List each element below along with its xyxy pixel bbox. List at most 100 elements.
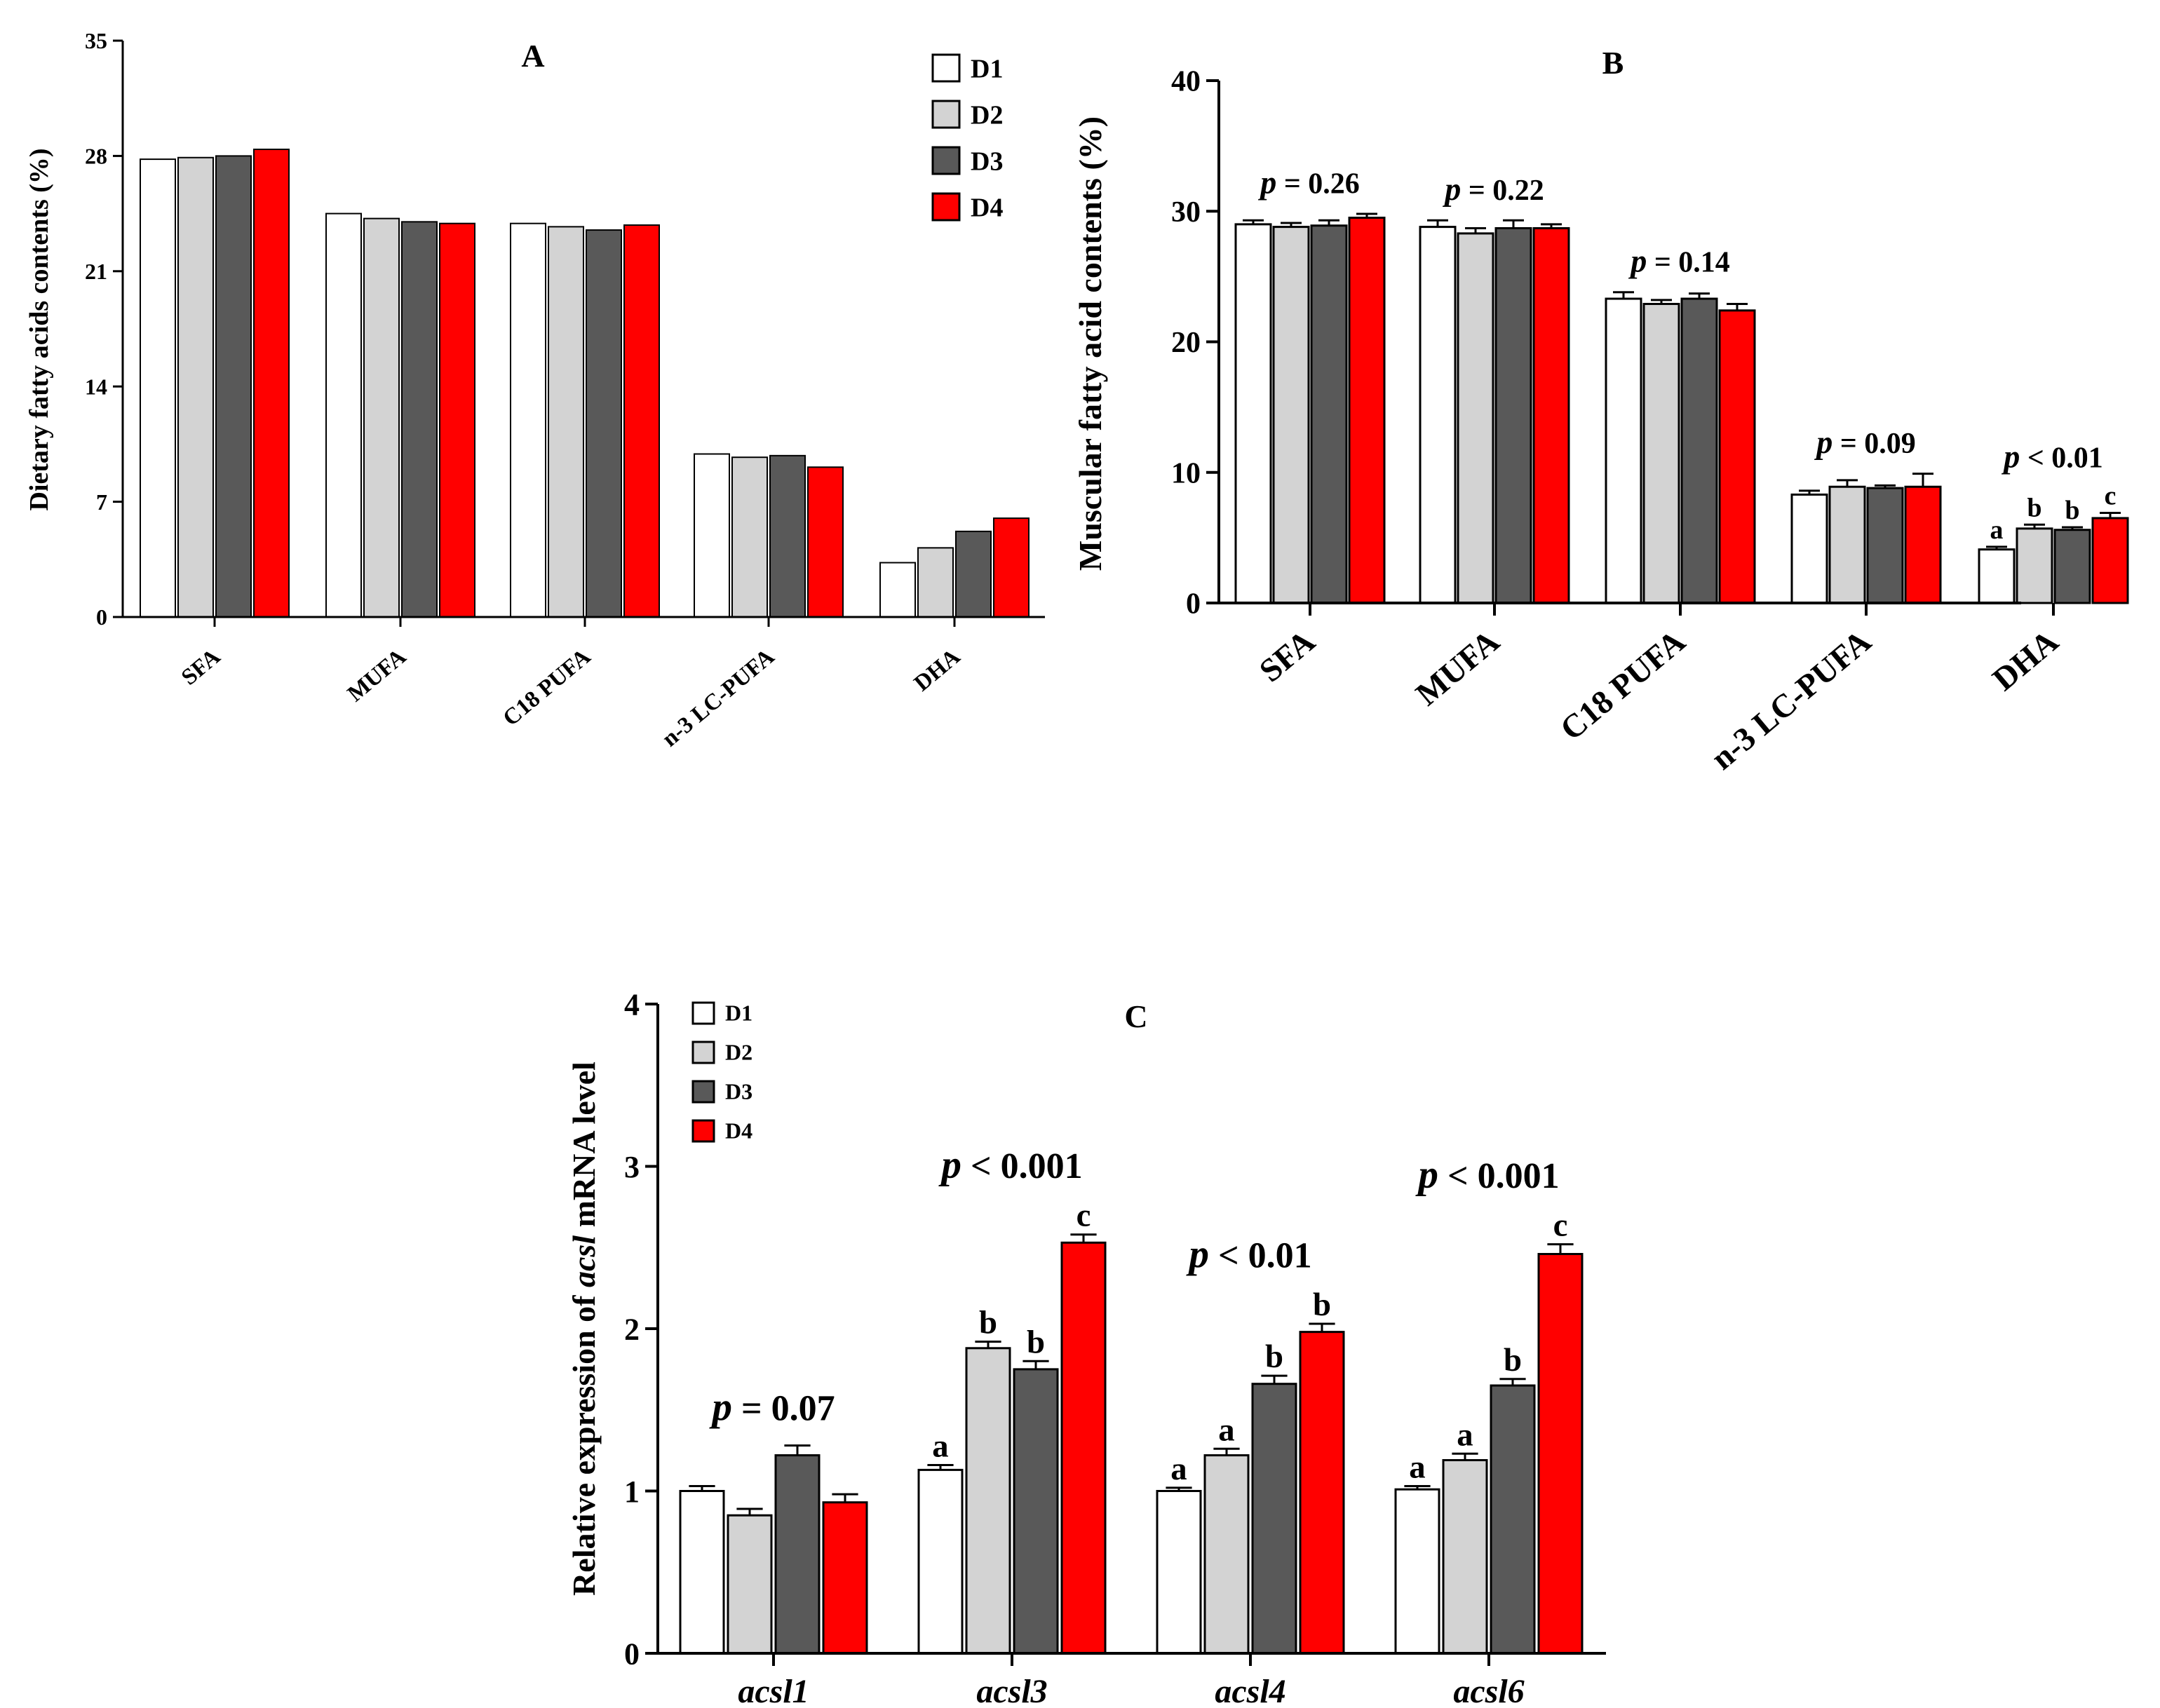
bar-mufa-d2: [363, 217, 400, 618]
bar-acsl4-d2: [1203, 1454, 1250, 1655]
bar-c18-pufa-d2: [548, 226, 584, 618]
error-bar-sfa-d4: [1356, 212, 1377, 218]
bar-acsl6-d1: [1394, 1488, 1440, 1655]
bar-acsl4-d3: [1251, 1383, 1297, 1655]
legend-label-d3: D3: [725, 1079, 752, 1104]
category-label-sfa: SFA: [1253, 623, 1322, 690]
error-bar-acsl1-d4: [832, 1493, 858, 1503]
error-bar-acsl3-d3: [1022, 1360, 1049, 1369]
y-tick-label: 7: [96, 489, 107, 515]
y-tick-label: 30: [1171, 196, 1201, 229]
bar-n-3-lc-pufa-d3: [1866, 487, 1904, 604]
bar-sfa-d2: [177, 156, 214, 618]
bar-n-3-lc-pufa-d2: [731, 456, 768, 618]
category-label-n-3-lc-pufa: n-3 LC-PUFA: [658, 644, 780, 752]
error-bar-n-3-lc-pufa-d2: [1837, 479, 1858, 487]
sig-letter-acsl6-d2: a: [1457, 1416, 1473, 1453]
error-bar-mufa-d4: [1541, 223, 1562, 229]
bar-dha-d4: [993, 517, 1030, 618]
legend-swatch-d4: [691, 1119, 715, 1143]
sig-letter-acsl4-d4: b: [1313, 1287, 1331, 1323]
legend-label-d1: D1: [971, 54, 1003, 83]
sig-letter-acsl3-d1: a: [932, 1428, 948, 1464]
sig-letter-acsl6-d3: b: [1504, 1342, 1522, 1378]
error-bar-acsl4-d2: [1213, 1447, 1240, 1456]
panel-title: C: [1124, 998, 1147, 1034]
category-label-mufa: MUFA: [1409, 623, 1506, 713]
error-bar-c18-pufa-d3: [1689, 292, 1710, 299]
bar-mufa-d1: [325, 212, 362, 618]
y-tick-label: 14: [85, 374, 107, 399]
bar-mufa-d4: [439, 222, 475, 618]
error-bar-dha-d1: [1986, 545, 2007, 550]
error-bar-mufa-d3: [1503, 219, 1524, 229]
bar-c18-pufa-d3: [586, 229, 622, 618]
bar-mufa-d3: [1494, 226, 1532, 604]
error-bar-c18-pufa-d2: [1651, 299, 1672, 304]
legend-swatch-d1: [691, 1001, 715, 1025]
error-bar-acsl1-d2: [736, 1507, 763, 1516]
sig-letter-dha-d1: a: [1990, 515, 2004, 545]
sig-letter-acsl4-d3: b: [1265, 1338, 1283, 1375]
bar-n-3-lc-pufa-d3: [769, 454, 806, 618]
bar-c18-pufa-d2: [1642, 302, 1680, 604]
y-axis-label: Dietary fatty acids contents (%): [25, 148, 54, 510]
y-tick-label: 0: [624, 1636, 640, 1671]
sig-letter-acsl6-d1: a: [1409, 1449, 1425, 1486]
category-label-dha: DHA: [1986, 623, 2065, 698]
category-label-sfa: SFA: [177, 644, 225, 690]
sig-letter-acsl3-d3: b: [1027, 1324, 1045, 1360]
error-bar-dha-d2: [2024, 523, 2045, 529]
sig-letter-acsl4-d2: a: [1218, 1411, 1234, 1448]
bar-n-3-lc-pufa-d1: [1790, 493, 1828, 604]
legend-swatch-d1: [931, 53, 961, 83]
bar-dha-d2: [2016, 527, 2053, 604]
p-value-acsl6: p < 0.001: [1415, 1153, 1559, 1197]
bar-sfa-d1: [1234, 223, 1272, 604]
sig-letter-acsl3-d2: b: [979, 1305, 997, 1341]
panel-c: C Relative expression of acsl mRNA level 0…: [566, 987, 1606, 1708]
p-value-n-3-lc-pufa: p = 0.09: [1814, 424, 1916, 460]
error-bar-c18-pufa-d4: [1727, 302, 1748, 311]
category-label-c18-pufa: C18 PUFA: [499, 644, 596, 731]
p-value-dha: p < 0.01: [2001, 438, 2103, 474]
bar-n-3-lc-pufa-d4: [1904, 485, 1942, 604]
category-label-c18-pufa: C18 PUFA: [1553, 623, 1692, 748]
bar-sfa-d2: [1272, 226, 1310, 604]
bar-sfa-d1: [140, 158, 176, 618]
bar-acsl6-d3: [1490, 1384, 1536, 1655]
y-tick-label: 10: [1171, 457, 1201, 489]
y-tick-label: 4: [624, 987, 640, 1022]
y-tick-label: 0: [96, 604, 107, 630]
error-bar-acsl6-d4: [1547, 1243, 1574, 1254]
p-value-acsl1: p = 0.07: [708, 1385, 835, 1429]
category-label-acsl3: acsl3: [976, 1673, 1047, 1708]
p-value-acsl4: p < 0.01: [1185, 1232, 1311, 1276]
legend-label-d4: D4: [725, 1118, 752, 1144]
bar-c18-pufa-d4: [1718, 309, 1756, 604]
y-tick-label: 35: [85, 28, 107, 53]
bar-acsl6-d2: [1442, 1459, 1488, 1655]
error-bar-n-3-lc-pufa-d4: [1912, 473, 1933, 487]
legend: D1 D2 D3 D4: [931, 53, 1003, 222]
error-bar-acsl4-d3: [1261, 1374, 1288, 1384]
category-label-dha: DHA: [910, 644, 965, 696]
legend: D1 D2 D3 D4: [691, 1001, 752, 1144]
bar-n-3-lc-pufa-d1: [694, 453, 730, 618]
bar-mufa-d2: [1457, 232, 1494, 604]
sig-letter-dha-d3: b: [2065, 496, 2079, 525]
bar-dha-d3: [955, 530, 992, 618]
category-label-acsl4: acsl4: [1215, 1673, 1285, 1708]
error-bar-n-3-lc-pufa-d3: [1875, 484, 1896, 489]
p-value-acsl3: p < 0.001: [938, 1143, 1082, 1187]
sig-letter-dha-d2: b: [2027, 493, 2041, 522]
bar-acsl1-d3: [774, 1454, 821, 1655]
error-bar-acsl6-d3: [1499, 1378, 1526, 1386]
error-bar-sfa-d3: [1318, 219, 1339, 226]
error-bar-acsl3-d2: [975, 1341, 1001, 1348]
bar-dha-d3: [2053, 529, 2091, 604]
bar-c18-pufa-d4: [623, 224, 660, 618]
error-bar-acsl4-d4: [1309, 1322, 1335, 1332]
legend-label-d4: D4: [971, 193, 1003, 222]
y-axis-label: Relative expression of acsl mRNA level: [566, 1062, 602, 1596]
